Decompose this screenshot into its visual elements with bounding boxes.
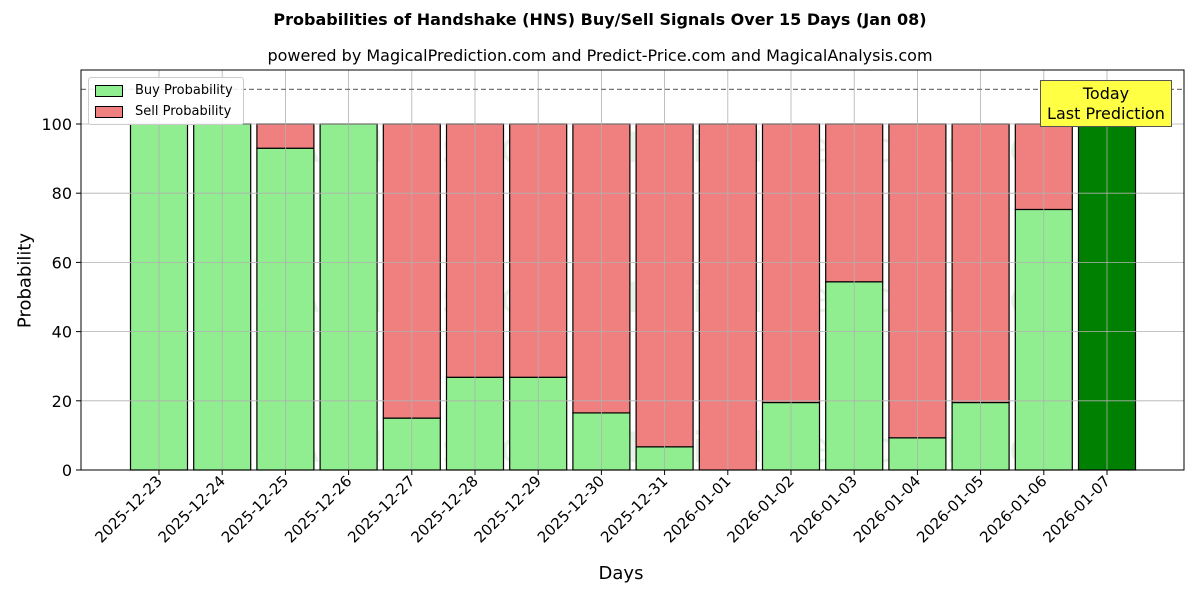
x-tick-label: 2025-12-24	[155, 472, 229, 546]
x-tick-label: 2025-12-25	[218, 472, 292, 546]
chart-subtitle: powered by MagicalPrediction.com and Pre…	[267, 46, 933, 65]
x-axis-label: Days	[598, 563, 644, 584]
y-tick-label: 100	[41, 115, 72, 134]
x-tick-label: 2026-01-06	[976, 472, 1050, 546]
y-tick-label: 60	[52, 253, 72, 272]
legend-item-buy: Buy Probability	[95, 83, 233, 98]
x-tick-label: 2025-12-31	[597, 472, 671, 546]
x-tick-label: 2026-01-07	[1039, 472, 1113, 546]
x-tick-label: 2025-12-23	[91, 472, 165, 546]
x-tick-label: 2026-01-01	[660, 472, 734, 546]
x-tick-label: 2025-12-26	[281, 472, 355, 546]
chart-title: Probabilities of Handshake (HNS) Buy/Sel…	[273, 10, 927, 29]
y-tick-label: 40	[52, 323, 72, 342]
legend-buy-label: Buy Probability	[135, 83, 233, 98]
y-tick-label: 80	[52, 184, 72, 203]
legend: Buy Probability Sell Probability	[88, 77, 244, 125]
legend-item-sell: Sell Probability	[95, 104, 231, 119]
plot-frame	[80, 69, 1185, 471]
y-tick-label: 0	[62, 461, 72, 480]
x-tick-label: 2026-01-05	[913, 472, 987, 546]
x-tick-label: 2026-01-02	[723, 472, 797, 546]
y-axis-label: Probability	[14, 232, 36, 329]
annotation-line1: Today	[1082, 84, 1130, 103]
legend-sell-label: Sell Probability	[135, 104, 232, 119]
y-tick-label: 20	[52, 392, 72, 411]
x-tick-label: 2025-12-29	[471, 472, 545, 546]
today-annotation: Today Last Prediction	[1040, 80, 1172, 127]
sell-swatch-icon	[95, 105, 123, 118]
annotation-line2: Last Prediction	[1047, 104, 1165, 123]
buy-swatch-icon	[95, 84, 123, 97]
x-tick-label: 2025-12-27	[344, 472, 418, 546]
x-tick-label: 2025-12-28	[407, 472, 481, 546]
x-tick-label: 2025-12-30	[534, 472, 608, 546]
x-tick-label: 2026-01-03	[787, 472, 861, 546]
x-tick-label: 2026-01-04	[850, 472, 924, 546]
